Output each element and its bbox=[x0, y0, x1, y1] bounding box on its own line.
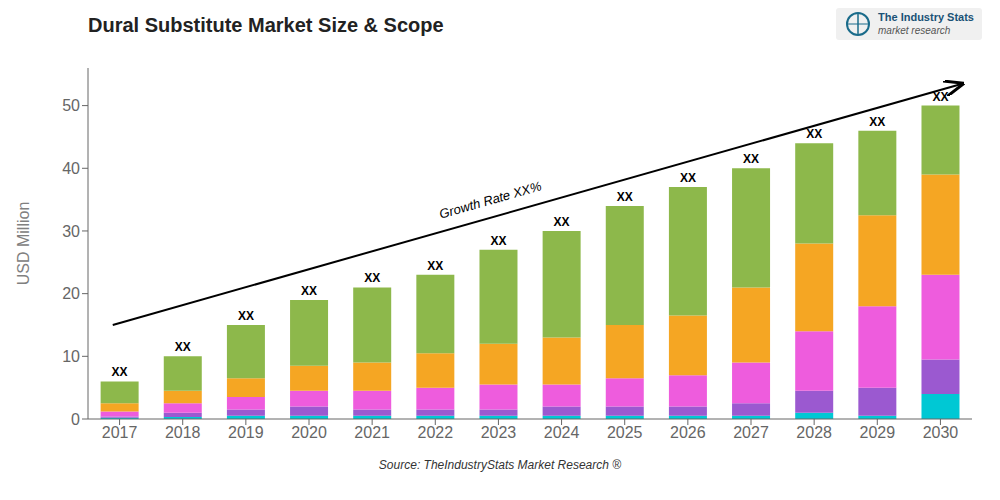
svg-text:Growth Rate XX%: Growth Rate XX% bbox=[438, 178, 544, 221]
svg-text:XX: XX bbox=[490, 234, 506, 248]
svg-text:XX: XX bbox=[175, 340, 191, 354]
html-text:market research: market research bbox=[878, 25, 951, 36]
svg-text:XX: XX bbox=[806, 127, 822, 141]
svg-text:40: 40 bbox=[62, 160, 80, 177]
svg-text:2017: 2017 bbox=[102, 424, 138, 441]
html-text:Source: TheIndustryStats Marke: Source: TheIndustryStats Market Research… bbox=[378, 458, 622, 472]
svg-text:2020: 2020 bbox=[291, 424, 327, 441]
svg-text:XX: XX bbox=[869, 115, 885, 129]
svg-text:2027: 2027 bbox=[733, 424, 769, 441]
svg-text:2024: 2024 bbox=[544, 424, 580, 441]
svg-text:2025: 2025 bbox=[607, 424, 643, 441]
svg-text:0: 0 bbox=[71, 411, 80, 428]
svg-text:2029: 2029 bbox=[859, 424, 895, 441]
svg-text:2021: 2021 bbox=[354, 424, 390, 441]
svg-text:XX: XX bbox=[112, 365, 128, 379]
svg-text:10: 10 bbox=[62, 348, 80, 365]
svg-text:2022: 2022 bbox=[417, 424, 453, 441]
svg-text:2028: 2028 bbox=[796, 424, 832, 441]
svg-text:XX: XX bbox=[743, 152, 759, 166]
svg-text:XX: XX bbox=[554, 215, 570, 229]
svg-text:2030: 2030 bbox=[923, 424, 959, 441]
svg-text:2019: 2019 bbox=[228, 424, 264, 441]
svg-text:XX: XX bbox=[617, 190, 633, 204]
svg-text:XX: XX bbox=[238, 309, 254, 323]
svg-text:XX: XX bbox=[301, 284, 317, 298]
svg-text:2018: 2018 bbox=[165, 424, 201, 441]
svg-text:XX: XX bbox=[427, 259, 443, 273]
svg-text:XX: XX bbox=[364, 271, 380, 285]
svg-text:XX: XX bbox=[932, 90, 948, 104]
svg-text:XX: XX bbox=[680, 171, 696, 185]
html-text:The Industry Stats: The Industry Stats bbox=[878, 11, 974, 23]
svg-text:USD Million: USD Million bbox=[15, 202, 32, 286]
svg-text:30: 30 bbox=[62, 223, 80, 240]
html-text:Dural Substitute Market Size &: Dural Substitute Market Size & Scope bbox=[88, 14, 444, 36]
svg-text:20: 20 bbox=[62, 285, 80, 302]
svg-text:2026: 2026 bbox=[670, 424, 706, 441]
svg-text:2023: 2023 bbox=[481, 424, 517, 441]
svg-text:50: 50 bbox=[62, 97, 80, 114]
